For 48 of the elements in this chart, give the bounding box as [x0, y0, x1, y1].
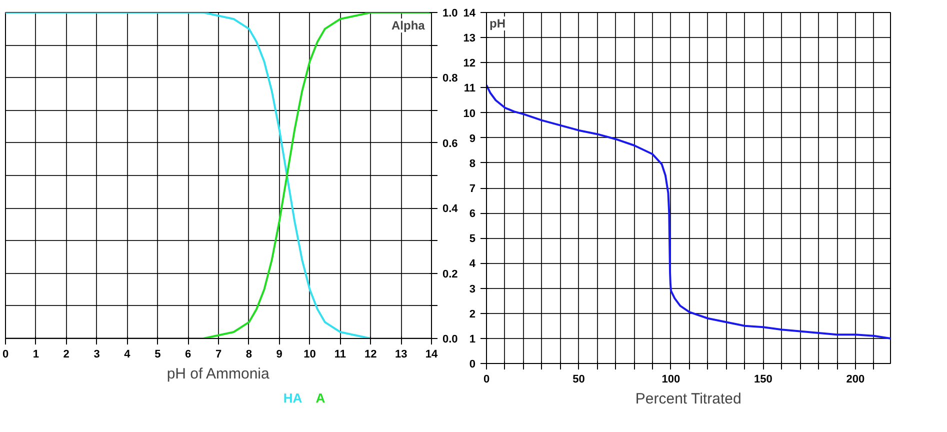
x-tick-label: 10 — [304, 348, 316, 360]
y-axis-title: Alpha — [392, 18, 426, 32]
x-tick-label: 14 — [425, 348, 438, 360]
y-tick-label: 2 — [469, 308, 476, 320]
y-tick-label: 0.2 — [442, 268, 458, 280]
y-tick-label: 0 — [469, 358, 476, 370]
y-tick-label: 1 — [469, 333, 476, 346]
x-tick-label: 11 — [334, 348, 346, 360]
x-tick-label: 100 — [662, 374, 680, 386]
y-tick-label: 5 — [469, 233, 476, 246]
text: HA — [283, 390, 303, 406]
y-tick-label: 0.4 — [442, 203, 459, 216]
x-tick-label: 0 — [2, 348, 9, 360]
x-axis-title: Percent Titrated — [635, 390, 742, 408]
x-tick-label: 8 — [246, 348, 252, 360]
x-tick-label: 150 — [754, 374, 772, 386]
x-tick-label: 5 — [154, 348, 161, 360]
y-tick-label: 0.6 — [442, 138, 458, 150]
x-tick-label: 7 — [215, 348, 222, 360]
y-tick-label: 0.8 — [442, 72, 458, 85]
y-tick-label: 10 — [463, 108, 476, 120]
y-tick-label: 6 — [469, 208, 476, 220]
x-tick-label: 50 — [572, 374, 585, 386]
x-tick-label: 3 — [94, 348, 100, 360]
y-tick-label: 11 — [464, 82, 476, 95]
text: A — [316, 390, 326, 406]
y-tick-label: 13 — [463, 32, 476, 45]
x-tick-label: 1 — [32, 348, 39, 360]
y-tick-label: 9 — [469, 132, 476, 145]
x-tick-label: 2 — [63, 348, 70, 360]
x-tick-label: 13 — [394, 348, 408, 360]
x-tick-label: 9 — [276, 348, 282, 360]
x-tick-label: 200 — [846, 374, 865, 386]
y-tick-label: 14 — [463, 8, 476, 20]
y-tick-label: 7 — [469, 183, 476, 195]
x-tick-label: 12 — [364, 348, 377, 360]
y-tick-label: 0.0 — [442, 334, 458, 346]
x-tick-label: 6 — [185, 348, 192, 360]
x-axis-title: pH of Ammonia — [166, 366, 270, 382]
y-tick-label: 8 — [469, 158, 476, 170]
y-tick-label: 1.0 — [442, 8, 458, 20]
y-tick-label: 3 — [469, 283, 476, 296]
y-tick-label: 4 — [469, 258, 476, 270]
x-tick-label: 0 — [483, 374, 490, 386]
x-tick-label: 4 — [124, 348, 132, 360]
line-series — [486, 84, 890, 340]
y-tick-label: 12 — [463, 58, 476, 70]
y-axis-title: pH — [490, 16, 506, 30]
